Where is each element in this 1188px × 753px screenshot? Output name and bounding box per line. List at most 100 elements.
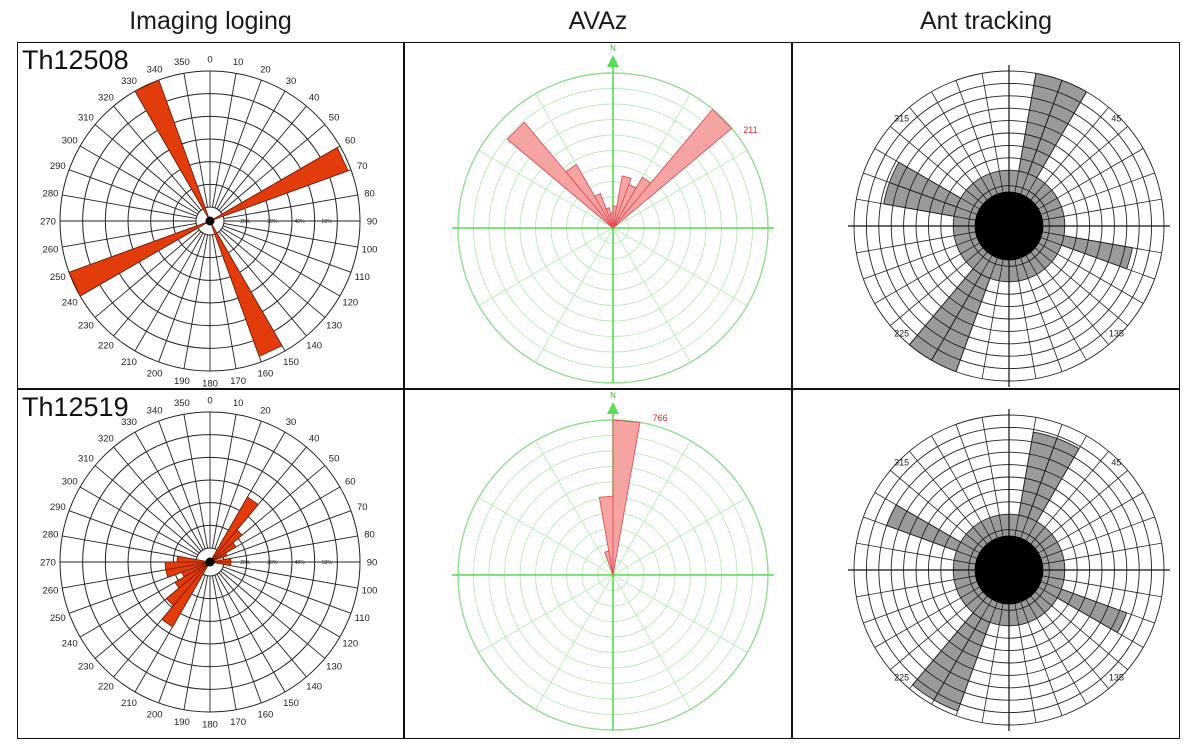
grid-spoke [183,575,209,710]
radial-label: 30% [267,219,278,225]
rose-petal [209,496,259,563]
grid-spoke [158,234,206,363]
angle-label: 260 [43,586,59,597]
angle-label: 290 [50,161,66,172]
angle-label: 220 [98,682,114,693]
grid-spoke [981,73,1005,201]
grid-spoke [134,431,204,551]
radial-label: 50% [322,560,333,566]
grid-spoke [214,575,262,704]
grid-divider [403,43,405,738]
grid-spoke [216,573,286,693]
grid-spoke [183,73,209,208]
angle-label: 290 [50,502,66,513]
grid-spoke [223,563,358,589]
angle-label: 150 [283,698,299,709]
north-arrow [607,402,619,414]
angle-label: 280 [43,529,59,540]
angle-label: 135 [1109,328,1124,338]
avaz-cell-th12508: N 211 [405,43,791,388]
grid-spoke [1025,589,1109,689]
grid-spoke [1028,470,1128,554]
angle-label: 10 [233,57,244,68]
angle-label: 90 [367,217,378,228]
grid-spoke [211,234,237,369]
grid-spoke [223,535,358,561]
grid-spoke [1021,248,1087,361]
grid-spoke [955,594,1001,716]
column-header-imaging: Imaging loging [129,7,292,35]
grid-spoke [535,574,614,710]
column-header-avaz: AVAz [568,7,628,35]
angle-label: 320 [98,92,114,103]
grid-spoke [955,424,1001,546]
grid-divider [18,388,1179,390]
angle-label: 330 [121,417,137,428]
angle-label: 100 [362,245,378,256]
rose-petal [209,220,283,357]
angle-label: 120 [342,639,358,650]
angle-label: 350 [174,398,190,409]
imaging-cell-th12519: Th12519 0 10 20 30 40 50 60 70 80 90 100 110 120 130 1… [18,390,403,738]
angle-label: 190 [174,717,190,728]
grid-spoke [890,126,990,210]
grid-spoke [909,107,993,207]
radial-label: 50% [322,219,333,225]
grid-spoke [874,238,987,304]
grid-spoke [1013,73,1037,201]
grid-spoke [981,251,1005,379]
angle-label: 315 [894,114,909,124]
angle-label: 220 [98,341,114,352]
grid-spoke [863,172,985,218]
grid-spoke [218,231,307,337]
grid-spoke [94,465,200,554]
grid-spoke [478,150,614,229]
imaging-cell-th12508: Th12508 0 10 20 30 40 50 60 70 80 90 100 110 120 130 1… [18,43,403,388]
center-disk [974,535,1044,605]
well-label: Th12508 [22,45,129,75]
rose-petal [209,146,349,222]
grid-spoke [62,194,197,220]
grid-spoke [612,497,748,576]
grid-spoke [223,222,358,248]
grid-spoke [214,79,262,208]
grid-spoke [1031,492,1144,558]
angle-label: 130 [326,662,342,673]
rose-petal [209,561,232,567]
grid-spoke [863,578,985,624]
angle-label: 160 [257,710,273,721]
angle-label: 50 [329,112,340,123]
grid-spoke [216,90,286,210]
grid-spoke [856,230,984,254]
grid-spoke [874,148,987,214]
grid-spoke [535,227,614,363]
grid-spoke [1031,148,1144,214]
grid-spoke [612,574,691,710]
grid-spoke [874,582,987,648]
angle-label: 200 [147,369,163,380]
angle-label: 330 [121,76,137,87]
grid-spoke [612,574,748,653]
angle-label: 20 [260,405,271,416]
angle-label: 0 [207,55,212,66]
angle-label: 320 [98,433,114,444]
ant-cell-th12519: 315 45 135 225 [793,390,1179,738]
grid-spoke [221,568,341,638]
grid-spoke [220,570,326,659]
grid-spoke [909,451,993,551]
grid-spoke [183,414,209,549]
angle-label: 230 [78,662,94,673]
grid-spoke [223,194,358,220]
grid-spoke [214,420,262,549]
center-disk [974,191,1044,261]
grid-spoke [223,566,352,614]
grid-spoke [1017,80,1063,202]
angle-label: 340 [147,64,163,75]
angle-label: 70 [357,161,368,172]
grid-spoke [1025,451,1109,551]
grid-spoke [981,417,1005,545]
grid-spoke [1017,594,1063,716]
column-header-ant-tracking: Ant tracking [919,7,1052,35]
grid-spoke [612,227,748,306]
angle-label: 40 [309,433,320,444]
